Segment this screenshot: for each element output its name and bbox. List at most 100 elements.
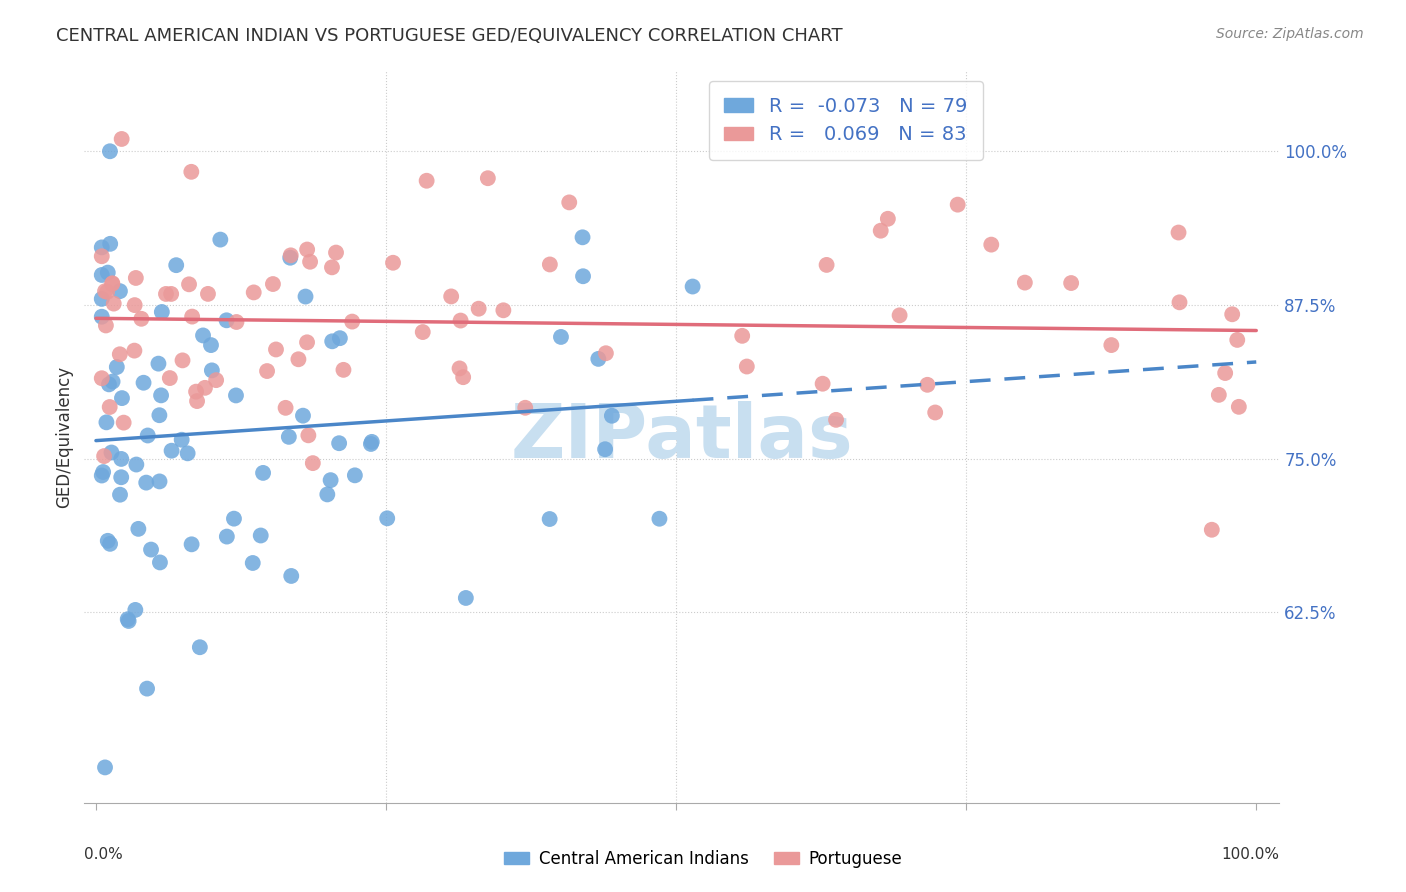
Point (980, 237, 1002, 252)
Point (148, 475, 170, 489)
Text: ZIPatlas: ZIPatlas (510, 401, 853, 474)
Point (127, 522, 149, 536)
Point (150, 388, 173, 402)
Point (124, 298, 146, 312)
Point (1226, 333, 1249, 347)
Point (98, 236, 121, 251)
Point (148, 408, 170, 422)
Point (131, 311, 153, 326)
Point (316, 487, 339, 501)
Point (295, 335, 318, 350)
Legend: R =  -0.073   N = 79, R =   0.069   N = 83: R = -0.073 N = 79, R = 0.069 N = 83 (709, 81, 983, 160)
Point (593, 442, 616, 457)
Point (297, 428, 319, 442)
Point (101, 375, 124, 389)
Point (101, 277, 124, 291)
Point (1213, 366, 1236, 380)
Point (274, 401, 297, 415)
Point (329, 331, 352, 345)
Point (159, 371, 181, 385)
Legend: Central American Indians, Portuguese: Central American Indians, Portuguese (496, 844, 910, 875)
Point (170, 433, 193, 447)
Point (825, 413, 848, 427)
Point (111, 132, 134, 146)
Point (343, 468, 366, 483)
Text: 100.0%: 100.0% (1222, 847, 1279, 862)
Point (262, 277, 284, 291)
Point (101, 277, 124, 291)
Point (319, 473, 342, 487)
Point (550, 330, 572, 344)
Point (876, 211, 898, 226)
Point (252, 466, 274, 480)
Point (454, 591, 477, 605)
Point (205, 373, 228, 387)
Point (215, 313, 238, 327)
Point (105, 359, 128, 374)
Point (360, 434, 382, 449)
Point (946, 197, 969, 211)
Point (375, 511, 398, 525)
Point (112, 416, 135, 430)
Point (180, 165, 202, 179)
Point (184, 384, 207, 399)
Point (572, 269, 595, 284)
Point (200, 338, 222, 352)
Point (648, 512, 671, 526)
Point (111, 391, 134, 405)
Point (325, 245, 347, 260)
Point (492, 303, 515, 318)
Point (538, 512, 561, 526)
Point (682, 279, 704, 293)
Point (1060, 276, 1083, 290)
Point (98, 145, 121, 159)
Point (450, 313, 472, 327)
Point (731, 328, 754, 343)
Point (278, 251, 301, 265)
Point (815, 258, 838, 272)
Point (180, 537, 202, 551)
Y-axis label: GED/Equivalency: GED/Equivalency (55, 366, 73, 508)
Point (90, 249, 112, 263)
Point (811, 376, 834, 391)
Point (177, 277, 200, 292)
Point (299, 254, 322, 268)
Point (139, 542, 162, 557)
Point (90, 310, 112, 324)
Point (91, 465, 114, 479)
Point (735, 359, 758, 374)
Point (201, 363, 224, 377)
Point (97, 533, 120, 548)
Point (451, 370, 474, 384)
Point (96, 415, 118, 429)
Point (222, 511, 245, 525)
Point (94, 760, 117, 774)
Point (1220, 307, 1243, 321)
Point (110, 470, 132, 484)
Point (571, 230, 593, 244)
Point (477, 171, 499, 186)
Point (155, 287, 177, 301)
Point (467, 301, 489, 316)
Point (117, 614, 139, 628)
Point (595, 346, 617, 360)
Point (110, 451, 132, 466)
Point (209, 233, 232, 247)
Point (197, 286, 219, 301)
Point (225, 315, 247, 329)
Point (415, 174, 437, 188)
Point (264, 343, 287, 357)
Point (291, 409, 314, 423)
Point (124, 343, 146, 358)
Point (1227, 400, 1250, 414)
Point (1201, 523, 1223, 537)
Point (889, 309, 911, 323)
Point (328, 436, 350, 450)
Point (90, 268, 112, 282)
Point (108, 347, 131, 361)
Point (294, 289, 316, 303)
Point (449, 361, 471, 376)
Point (340, 315, 363, 329)
Point (124, 603, 146, 617)
Point (160, 287, 183, 301)
